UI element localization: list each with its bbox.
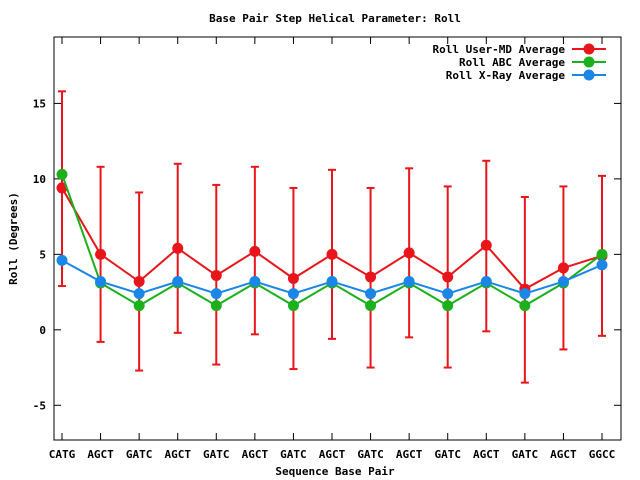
data-point <box>210 269 222 281</box>
data-point <box>172 276 184 288</box>
plot-marks <box>56 90 608 384</box>
x-tick-label: AGCT <box>473 448 500 461</box>
x-axis: CATG AGCT GATC AGCT GATC AGCT GATC AGCT GATC AGCT… <box>49 37 616 461</box>
y-axis: -5 0 5 10 15 <box>33 97 621 412</box>
y-tick-label: 5 <box>39 248 46 261</box>
y-tick-label: 0 <box>39 324 46 337</box>
x-tick-label: GATC <box>434 448 461 461</box>
data-point <box>403 247 415 259</box>
data-point <box>442 300 454 312</box>
data-point <box>326 248 338 260</box>
data-point <box>249 276 261 288</box>
data-point <box>519 300 531 312</box>
data-point <box>365 300 377 312</box>
data-point <box>480 239 492 251</box>
x-tick-label: GGCC <box>589 448 616 461</box>
data-point <box>403 276 415 288</box>
data-point <box>557 276 569 288</box>
data-point <box>326 276 338 288</box>
x-tick-label: GATC <box>203 448 230 461</box>
legend-label: Roll X-Ray Average <box>446 69 566 82</box>
x-tick-label: GATC <box>280 448 307 461</box>
data-point <box>557 262 569 274</box>
y-tick-label: -5 <box>33 399 46 412</box>
data-point <box>365 271 377 283</box>
y-axis-label: Roll (Degrees) <box>7 192 20 285</box>
x-tick-label: GATC <box>126 448 153 461</box>
data-point <box>287 300 299 312</box>
data-point <box>210 288 222 300</box>
x-tick-label: AGCT <box>87 448 114 461</box>
data-point <box>133 288 145 300</box>
x-tick-label: AGCT <box>550 448 577 461</box>
x-tick-label: AGCT <box>164 448 191 461</box>
y-tick-label: 10 <box>33 173 46 186</box>
chart-title: Base Pair Step Helical Parameter: Roll <box>209 12 461 25</box>
plot-area-frame <box>53 36 622 441</box>
data-point <box>133 276 145 288</box>
data-point <box>95 248 107 260</box>
data-point <box>596 259 608 271</box>
data-point <box>519 288 531 300</box>
data-point <box>56 168 68 180</box>
data-point <box>56 182 68 194</box>
data-point <box>172 242 184 254</box>
data-point <box>133 300 145 312</box>
data-point <box>442 271 454 283</box>
data-point <box>287 288 299 300</box>
series-1 <box>56 90 608 384</box>
x-tick-label: AGCT <box>396 448 423 461</box>
x-axis-label: Sequence Base Pair <box>275 465 395 478</box>
x-tick-label: AGCT <box>242 448 269 461</box>
data-point <box>365 288 377 300</box>
data-point <box>95 276 107 288</box>
data-point <box>480 276 492 288</box>
legend-marker <box>583 56 595 68</box>
y-tick-label: 15 <box>33 97 46 110</box>
data-point <box>287 272 299 284</box>
x-tick-label: AGCT <box>319 448 346 461</box>
legend-marker <box>583 69 595 81</box>
data-point <box>442 288 454 300</box>
data-point <box>596 248 608 260</box>
data-point <box>249 245 261 257</box>
x-tick-label: CATG <box>49 448 76 461</box>
x-tick-label: GATC <box>357 448 384 461</box>
series-3 <box>56 254 608 300</box>
legend-label: Roll ABC Average <box>459 56 565 69</box>
x-tick-label: GATC <box>512 448 539 461</box>
data-point <box>210 300 222 312</box>
data-point <box>56 254 68 266</box>
legend-label: Roll User-MD Average <box>433 43 566 56</box>
legend-marker <box>583 43 595 55</box>
